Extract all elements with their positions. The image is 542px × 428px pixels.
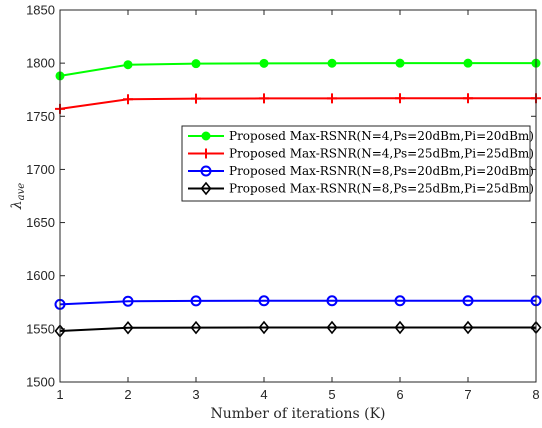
series-line	[59, 326, 536, 332]
data-point	[462, 320, 474, 335]
legend-label: Proposed Max-RSNR(N=4,Ps=20dBm,Pi=20dBm)	[229, 129, 534, 143]
legend-entry: Proposed Max-RSNR(N=4,Ps=20dBm,Pi=20dBm)	[188, 129, 534, 143]
x-tick-label: 8	[532, 387, 539, 402]
series-line	[59, 62, 536, 77]
legend-label: Proposed Max-RSNR(N=8,Ps=20dBm,Pi=20dBm)	[229, 164, 534, 178]
data-point	[394, 320, 406, 335]
series-line	[59, 299, 536, 306]
y-tick-label: 1550	[26, 321, 55, 336]
data-point	[122, 321, 134, 335]
y-tick-label: 1800	[26, 56, 55, 71]
data-point	[200, 165, 212, 177]
x-tick-label: 6	[396, 387, 403, 402]
x-axis-ticks: 1 2 3 4 5 6 7 8	[56, 10, 540, 402]
series-2	[55, 93, 541, 114]
data-point	[191, 93, 201, 104]
data-point	[123, 60, 133, 70]
y-tick-label: 1850	[26, 3, 55, 18]
data-point	[258, 295, 270, 307]
y-axis-label-main: λ	[9, 200, 25, 210]
data-point	[462, 295, 474, 307]
data-point	[327, 58, 337, 68]
series-1	[55, 58, 541, 81]
data-point	[394, 295, 406, 307]
data-point	[190, 320, 202, 335]
x-tick-label: 7	[464, 387, 471, 402]
legend: Proposed Max-RSNR(N=4,Ps=20dBm,Pi=20dBm)…	[181, 125, 534, 202]
data-point	[200, 181, 212, 196]
data-point	[259, 58, 269, 68]
x-tick-label: 1	[56, 387, 63, 402]
legend-entry: Proposed Max-RSNR(N=4,Ps=25dBm,Pi=25dBm)	[188, 147, 534, 161]
data-point	[201, 131, 211, 141]
y-axis-label-sub: ave	[16, 183, 27, 201]
data-point	[326, 320, 338, 335]
data-point	[395, 93, 405, 104]
data-point	[122, 295, 134, 307]
series-3	[54, 295, 542, 310]
data-point	[258, 320, 270, 335]
y-tick-label: 1700	[26, 162, 55, 177]
y-axis-label: λave	[9, 183, 27, 210]
legend-label: Proposed Max-RSNR(N=4,Ps=25dBm,Pi=25dBm)	[229, 147, 534, 161]
y-tick-label: 1650	[26, 215, 55, 230]
y-axis-ticks: 1500 1550 1600 1650 1700 1750 1800 1850	[26, 3, 536, 390]
x-tick-label: 3	[192, 387, 199, 402]
legend-label: Proposed Max-RSNR(N=8,Ps=25dBm,Pi=25dBm)	[229, 182, 534, 196]
data-point	[201, 148, 211, 159]
x-axis-label: Number of iterations (K)	[211, 406, 386, 422]
legend-entry: Proposed Max-RSNR(N=8,Ps=25dBm,Pi=25dBm)	[188, 182, 534, 196]
x-tick-label: 2	[124, 387, 131, 402]
data-point	[259, 93, 269, 104]
data-point	[190, 295, 202, 307]
data-point	[191, 59, 201, 69]
y-tick-label: 1600	[26, 268, 55, 283]
data-point	[395, 58, 405, 68]
plot-frame	[59, 9, 537, 383]
legend-entry: Proposed Max-RSNR(N=8,Ps=20dBm,Pi=20dBm)	[188, 164, 534, 178]
x-tick-label: 5	[328, 387, 335, 402]
x-tick-label: 4	[260, 387, 267, 402]
series-4	[54, 320, 542, 338]
series-line	[59, 97, 536, 110]
data-point	[463, 58, 473, 68]
data-point	[327, 93, 337, 104]
data-point	[326, 295, 338, 307]
data-point	[123, 94, 133, 105]
y-tick-label: 1750	[26, 109, 55, 124]
y-tick-label: 1500	[26, 375, 55, 390]
data-point	[463, 93, 473, 104]
legend-box	[181, 125, 531, 202]
